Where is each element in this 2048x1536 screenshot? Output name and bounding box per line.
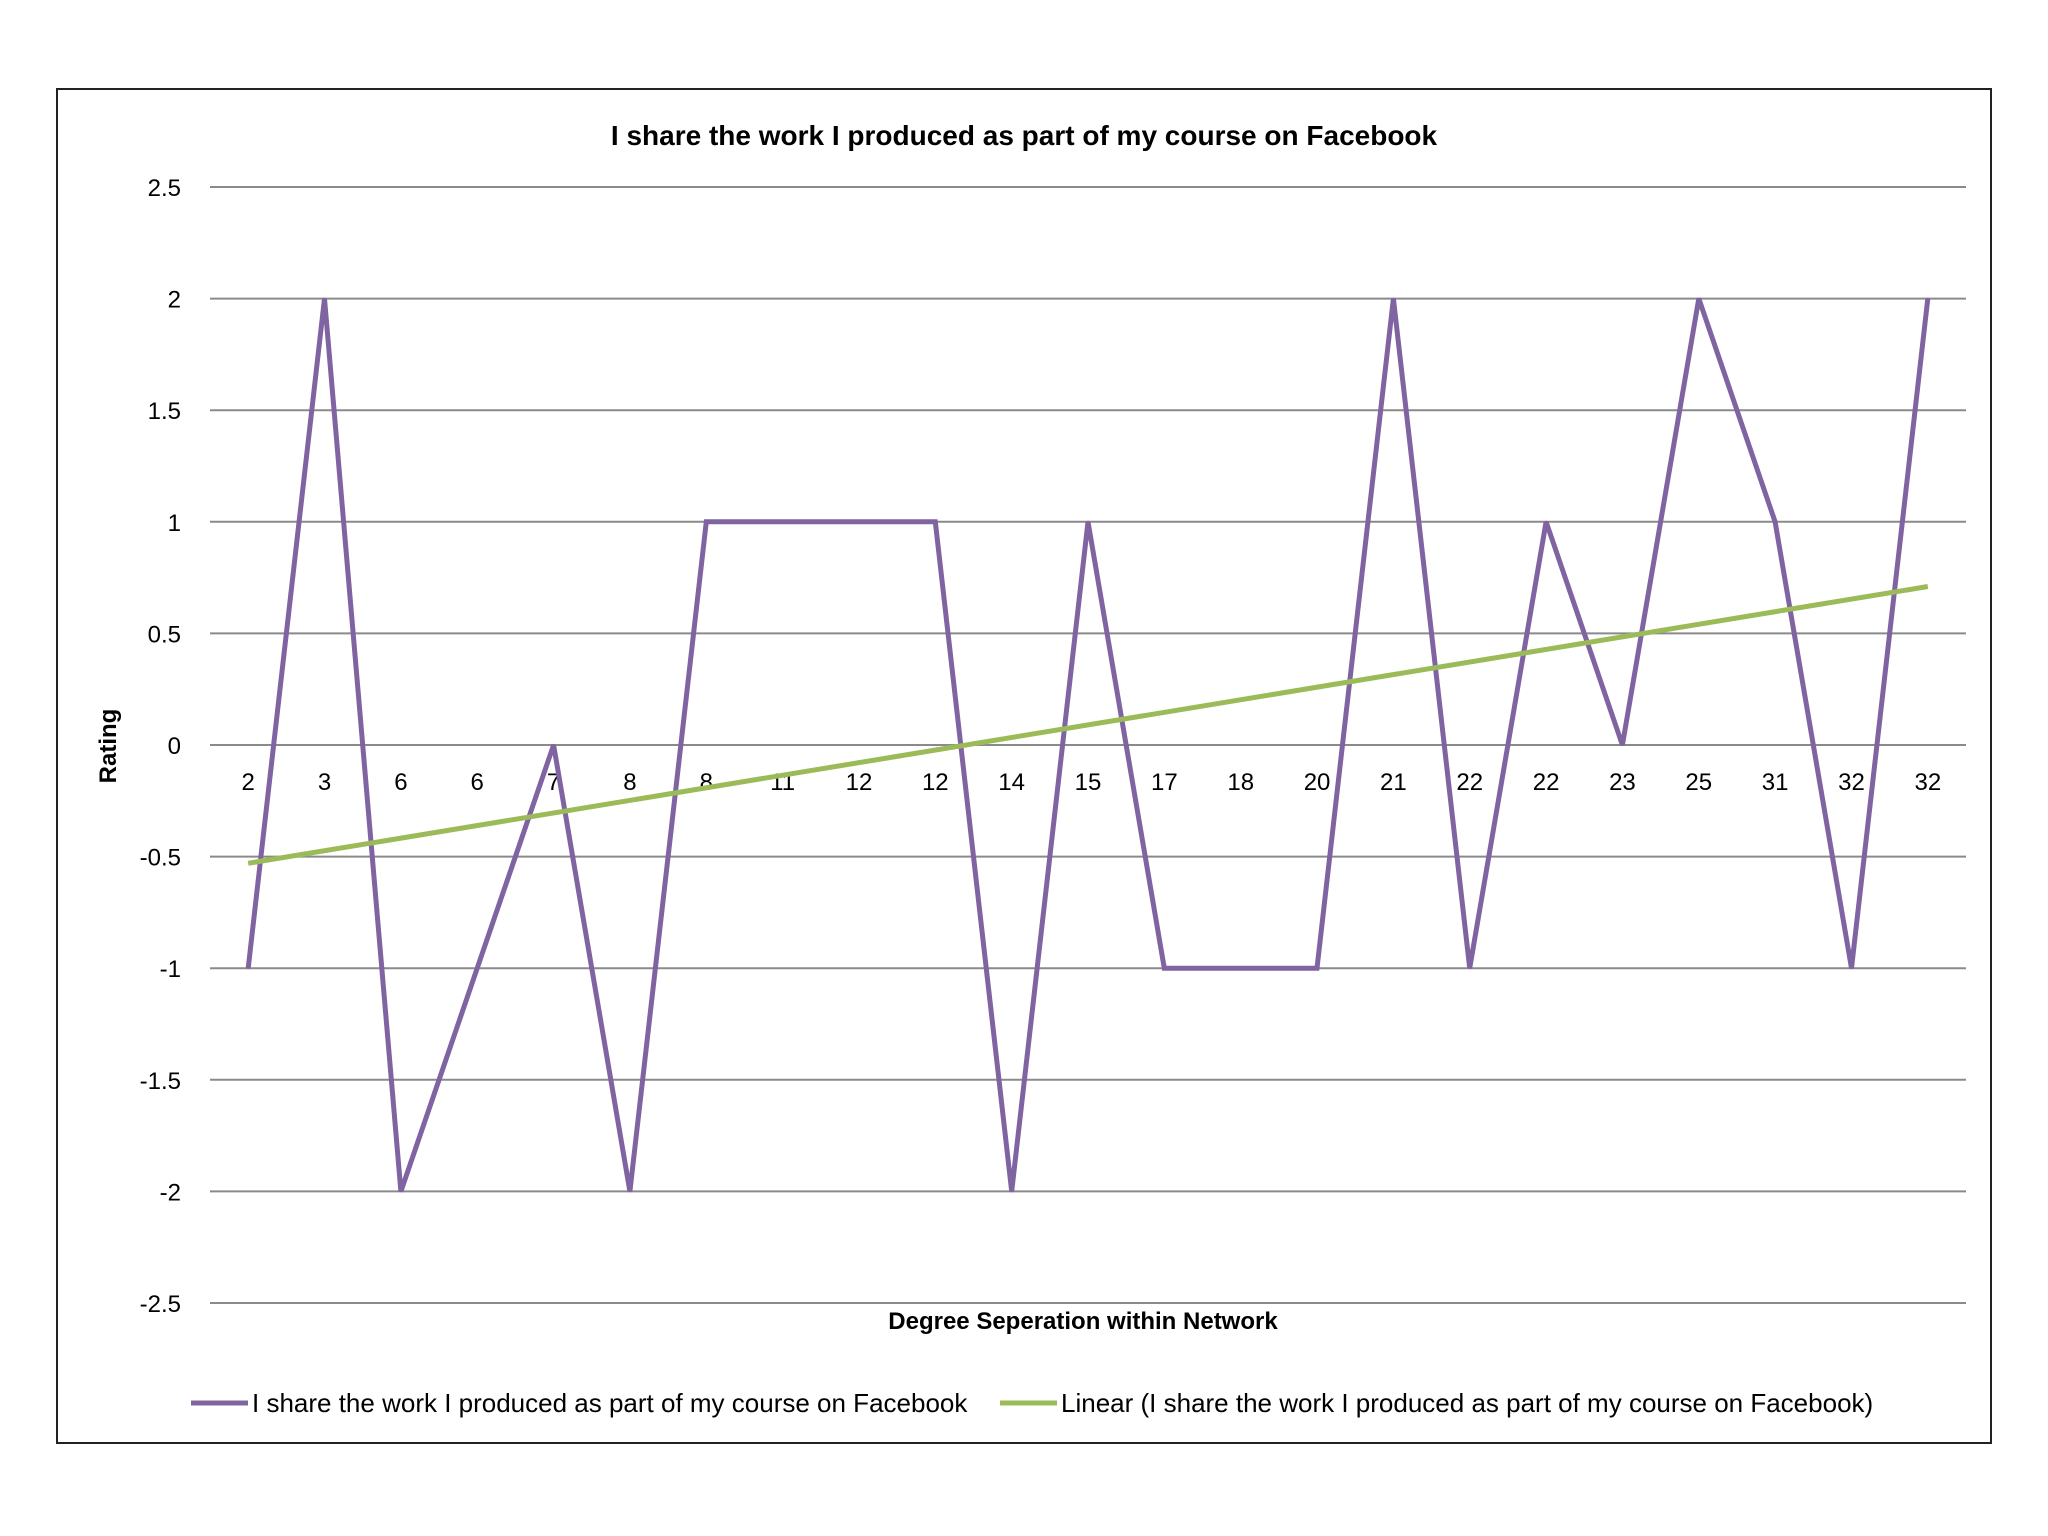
x-tick-label: 2 bbox=[241, 769, 254, 796]
x-tick-label: 21 bbox=[1380, 769, 1407, 796]
y-tick-label: 0.5 bbox=[148, 621, 181, 648]
y-tick-labels: 2.5 2 1.5 1 0.5 0 -0.5 -1 -1.5 -2 -2.5 bbox=[140, 175, 181, 1318]
legend-label-series-1: I share the work I produced as part of m… bbox=[252, 1388, 968, 1418]
x-tick-label: 8 bbox=[623, 769, 636, 796]
x-tick-label: 22 bbox=[1533, 769, 1560, 796]
data-point bbox=[1545, 520, 1548, 523]
y-tick-label: -1.5 bbox=[140, 1068, 181, 1095]
data-point bbox=[399, 1190, 402, 1193]
x-tick-label: 25 bbox=[1685, 769, 1712, 796]
x-tick-label: 6 bbox=[394, 769, 407, 796]
y-tick-label: 0 bbox=[168, 733, 181, 760]
data-point bbox=[628, 1190, 631, 1193]
x-tick-label: 17 bbox=[1151, 769, 1178, 796]
x-tick-label: 23 bbox=[1609, 769, 1636, 796]
chart-frame: I share the work I produced as part of m… bbox=[56, 88, 1992, 1444]
data-point bbox=[247, 967, 250, 970]
y-axis-label: Rating bbox=[95, 709, 122, 784]
x-tick-label: 12 bbox=[922, 769, 949, 796]
x-tick-label: 22 bbox=[1456, 769, 1483, 796]
data-point bbox=[1087, 520, 1089, 523]
trendline-linear bbox=[247, 584, 1929, 866]
data-point bbox=[1621, 744, 1624, 746]
data-point bbox=[1010, 1190, 1013, 1193]
grid-layer bbox=[210, 186, 1966, 1304]
x-axis-label: Degree Seperation within Network bbox=[888, 1308, 1278, 1335]
data-point bbox=[1392, 297, 1395, 300]
data-point bbox=[1774, 520, 1777, 523]
data-point bbox=[1239, 967, 1242, 970]
legend-label-series-2: Linear (I share the work I produced as p… bbox=[1061, 1388, 1873, 1418]
data-point bbox=[1850, 967, 1853, 970]
y-tick-label: -2.5 bbox=[140, 1291, 181, 1318]
data-point bbox=[552, 744, 555, 746]
x-tick-label: 3 bbox=[318, 769, 331, 796]
x-tick-label: 31 bbox=[1762, 769, 1789, 796]
data-point bbox=[1697, 297, 1700, 300]
data-point bbox=[1316, 967, 1319, 970]
data-point bbox=[857, 520, 860, 523]
legend: I share the work I produced as part of m… bbox=[191, 1388, 1873, 1418]
y-tick-label: 1 bbox=[168, 510, 181, 537]
x-tick-label: 32 bbox=[1914, 769, 1941, 796]
data-point bbox=[1926, 297, 1929, 300]
chart-title: I share the work I produced as part of m… bbox=[611, 120, 1438, 151]
chart-svg: I share the work I produced as part of m… bbox=[95, 120, 1966, 1418]
x-tick-label: 20 bbox=[1304, 769, 1331, 796]
x-tick-label: 32 bbox=[1838, 769, 1865, 796]
x-tick-label: 12 bbox=[846, 769, 873, 796]
data-point bbox=[934, 520, 937, 523]
y-tick-label: 1.5 bbox=[148, 398, 181, 425]
data-point bbox=[323, 297, 326, 300]
y-tick-label: -1 bbox=[160, 956, 181, 983]
data-point bbox=[705, 520, 708, 523]
x-tick-label: 15 bbox=[1075, 769, 1102, 796]
y-tick-label: -0.5 bbox=[140, 845, 181, 872]
x-tick-label: 14 bbox=[998, 769, 1025, 796]
data-point bbox=[1163, 967, 1166, 970]
data-point bbox=[781, 520, 784, 523]
x-tick-labels: 2 3 6 6 7 8 8 11 12 12 14 15 17 18 20 21 22 22 23 25 31 32 32 bbox=[241, 769, 1941, 796]
series-layer bbox=[245, 297, 1931, 1193]
y-tick-label: 2 bbox=[168, 287, 181, 314]
data-point bbox=[476, 967, 479, 970]
x-tick-label: 8 bbox=[700, 769, 713, 796]
y-tick-label: -2 bbox=[160, 1179, 181, 1206]
x-tick-label: 18 bbox=[1227, 769, 1254, 796]
x-tick-label: 6 bbox=[471, 769, 484, 796]
data-point bbox=[1468, 967, 1471, 970]
y-tick-label: 2.5 bbox=[148, 175, 181, 202]
